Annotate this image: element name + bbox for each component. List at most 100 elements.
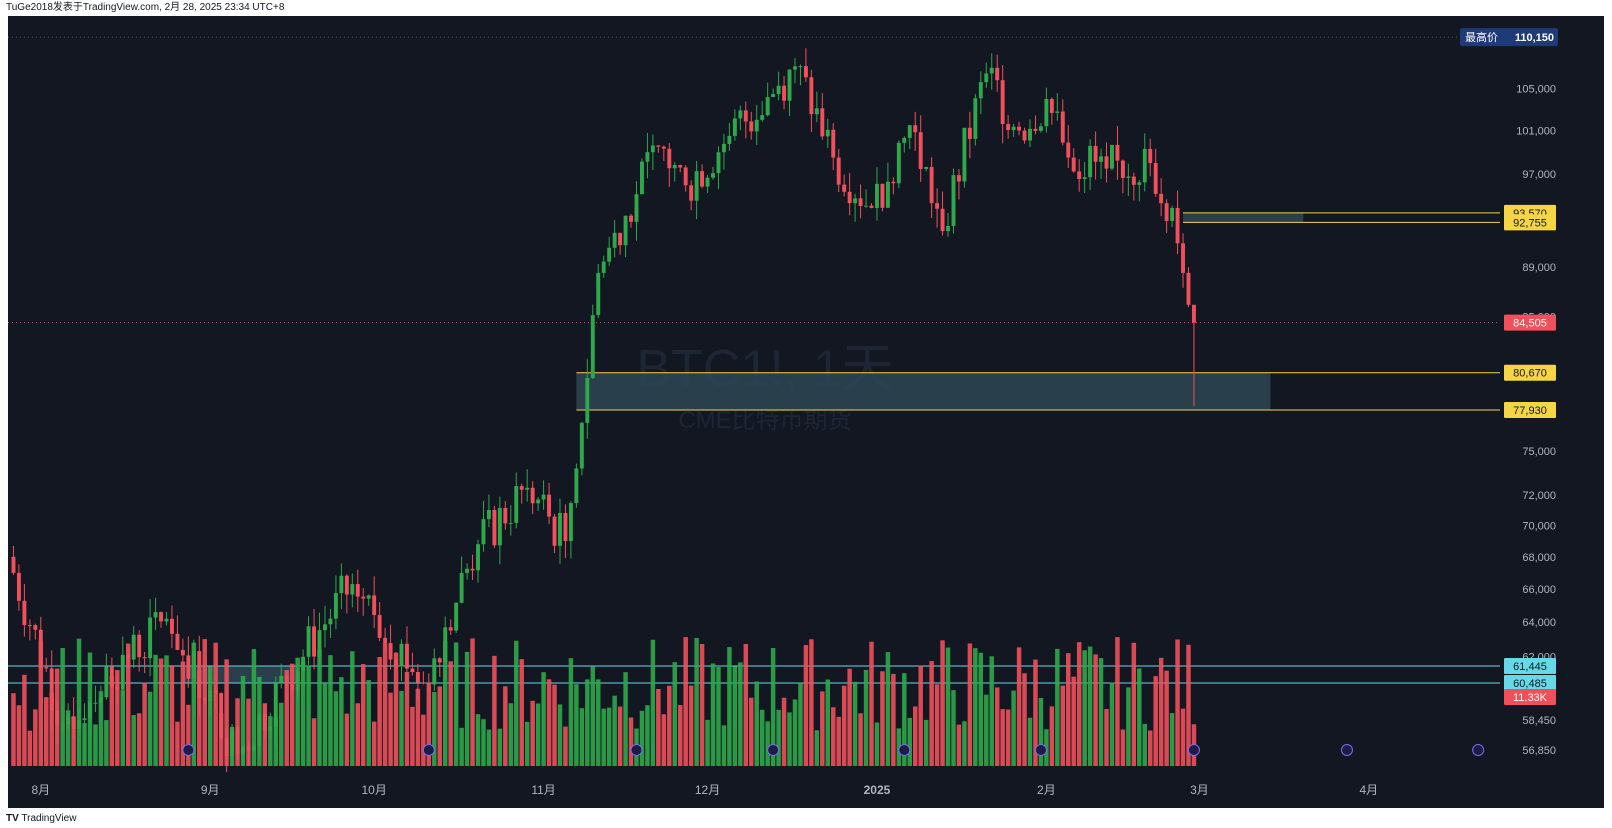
candle-body	[44, 667, 49, 669]
volume-bar	[541, 672, 546, 766]
event-marker-icon	[422, 744, 435, 756]
volume-bar	[1175, 639, 1180, 766]
candle-body	[760, 115, 765, 120]
candle-body	[88, 702, 92, 719]
candle-body	[497, 507, 502, 546]
candle-body	[202, 697, 207, 702]
candle-body	[629, 215, 634, 222]
volume-bar	[606, 707, 612, 766]
candle-body	[1137, 182, 1142, 185]
time-axis-label: 3月	[1190, 783, 1209, 797]
candle-body	[732, 118, 737, 136]
candle-body	[492, 509, 497, 546]
volume-bar	[694, 637, 699, 766]
volume-bar	[1016, 647, 1022, 766]
volume-bar	[1060, 685, 1066, 766]
candle-body	[219, 693, 224, 738]
volume-bar	[710, 663, 716, 766]
candle-body	[749, 121, 754, 132]
time-axis[interactable]: 8月 9月 10月 11月 12月 2025 2月 3月 4月	[31, 783, 1378, 797]
level-lines-layer	[8, 36, 1500, 684]
volume-bar	[306, 665, 311, 766]
candle-body	[213, 690, 218, 694]
price-axis-label: 58,450	[1522, 715, 1556, 727]
volume-bar	[617, 706, 623, 766]
volume-bar	[180, 661, 186, 766]
volume-bar	[295, 657, 300, 766]
volume-bar	[579, 708, 585, 766]
volume-bar	[158, 658, 164, 766]
volume-bar	[142, 682, 147, 766]
volume-bar	[749, 697, 754, 766]
candle-body	[38, 629, 43, 668]
volume-bar	[339, 677, 344, 766]
candlestick-chart[interactable]: BTC1!, 1天 CME比特币期货 105,000101,00097,0009…	[8, 16, 1604, 808]
candle-body	[1049, 99, 1054, 113]
volume-bar	[612, 695, 617, 766]
candle-body	[552, 516, 557, 546]
volume-bar	[268, 716, 273, 766]
candle-body	[344, 575, 349, 595]
candle-body	[410, 668, 415, 673]
candle-body	[700, 171, 705, 187]
volume-bar	[421, 714, 426, 766]
volume-bar	[1164, 670, 1169, 766]
footer-brand: TradingView	[21, 813, 77, 824]
candle-body	[1066, 142, 1071, 158]
candle-body	[55, 710, 60, 726]
volume-bar	[1066, 653, 1071, 766]
candle-body	[1055, 111, 1060, 113]
candle-body	[874, 183, 879, 208]
price-zone	[1183, 212, 1304, 223]
volume-bar	[781, 697, 787, 766]
price-tag	[1504, 674, 1556, 691]
volume-bar	[311, 718, 317, 766]
candle-body	[394, 659, 398, 667]
price-axis-label: 105,000	[1516, 84, 1556, 96]
volume-bar	[279, 702, 284, 766]
volume-bar	[1142, 723, 1147, 766]
volume-bar	[33, 709, 38, 766]
event-marker-icon	[1340, 744, 1353, 756]
candle-body	[1120, 160, 1125, 178]
chart-frame[interactable]: BTC1!, 1天 CME比特币期货 105,000101,00097,0009…	[8, 16, 1604, 808]
volume-bar	[1169, 713, 1175, 766]
candle-body	[989, 67, 994, 74]
candle-body	[1159, 193, 1164, 204]
volume-bar	[1071, 676, 1076, 766]
candle-body	[935, 203, 940, 209]
candle-body	[465, 568, 470, 573]
volume-bar	[770, 647, 776, 766]
candle-body	[246, 746, 251, 751]
candle-body	[137, 634, 142, 658]
candle-body	[77, 720, 82, 729]
candle-body	[929, 167, 934, 204]
volume-bar	[38, 641, 44, 766]
candle-body	[279, 675, 284, 684]
volume-bar	[787, 712, 792, 766]
price-axis-label: 72,000	[1522, 490, 1556, 502]
candle-body	[224, 737, 229, 756]
candle-body	[1000, 80, 1005, 124]
tradingview-logo[interactable]: TV	[6, 813, 19, 824]
event-marker-icon	[898, 744, 911, 756]
candle-body	[1033, 128, 1038, 131]
volume-bar	[530, 700, 535, 766]
volume-bar	[399, 690, 404, 766]
volume-bar	[136, 713, 142, 766]
candle-body	[754, 119, 759, 132]
candle-body	[257, 713, 262, 747]
candle-body	[607, 247, 612, 262]
candle-body	[98, 697, 103, 703]
candle-body	[93, 702, 98, 704]
volume-bar	[1131, 642, 1137, 766]
price-axis-label: 70,000	[1522, 521, 1556, 533]
candles-layer	[11, 48, 1196, 773]
candle-body	[634, 194, 639, 222]
candle-body	[967, 127, 972, 139]
volume-bar	[902, 673, 907, 766]
volume-tag-value: 11.33K	[1513, 692, 1548, 704]
candle-body	[104, 666, 109, 698]
candle-body	[869, 205, 874, 208]
volume-bar	[973, 648, 978, 766]
